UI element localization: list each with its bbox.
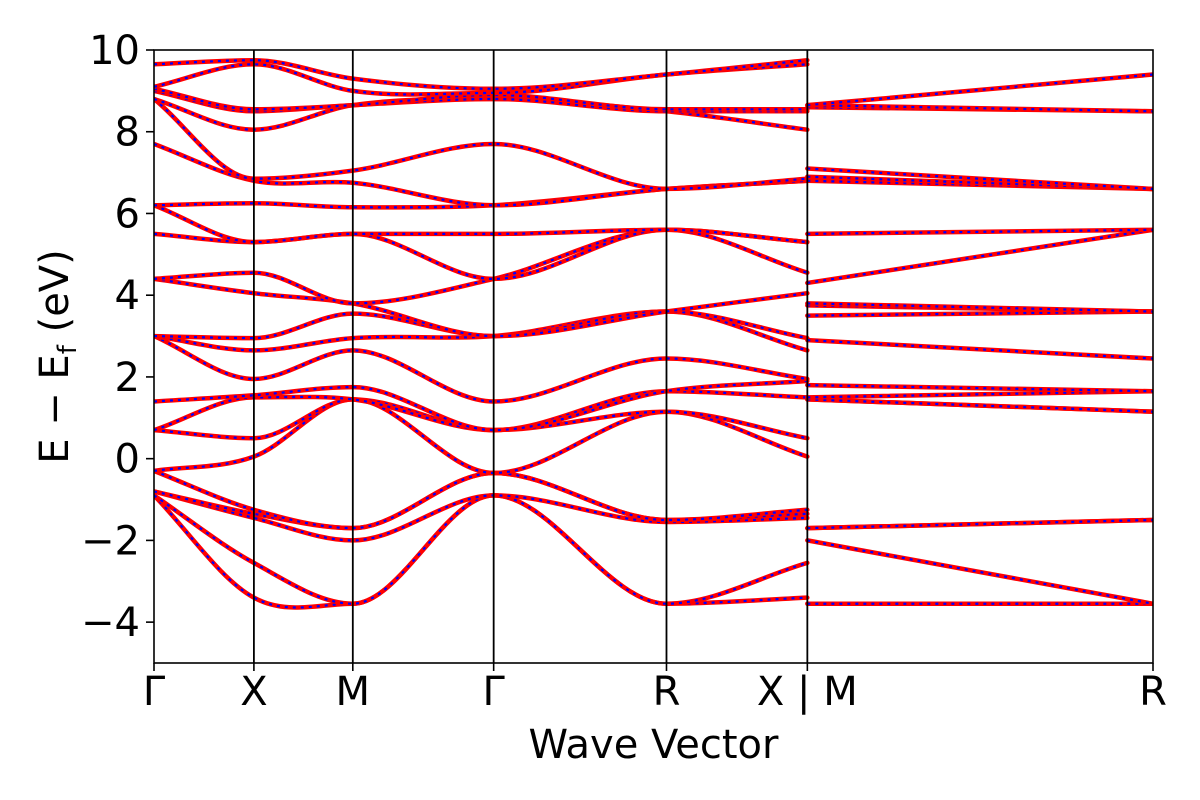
band-line-seg1-8 <box>805 337 1153 361</box>
y-tick-label-7: −4 <box>81 600 140 646</box>
band-line-dashed-seg0-15 <box>154 204 808 244</box>
band-line-dashed-seg0-18 <box>154 98 808 191</box>
x-tick-label-2: M <box>336 669 371 715</box>
band-line-dashed-seg1-18 <box>807 104 1153 113</box>
y-axis-label-unit: (eV) <box>32 249 78 345</box>
y-tick-label-0: 10 <box>89 28 140 74</box>
plot-frame <box>153 49 1154 664</box>
band-line-dashed-seg0-7 <box>154 390 808 432</box>
band-line-seg1-13 <box>805 227 1153 237</box>
band-line-dashed-seg0-5 <box>154 398 808 475</box>
band-line-seg1-5 <box>805 397 1153 414</box>
y-tick-label-5: 0 <box>115 437 140 483</box>
band-line-seg0-17 <box>154 141 810 208</box>
y-tick-label-4: 2 <box>115 355 140 401</box>
band-line-dashed-seg0-21 <box>154 87 808 111</box>
x-axis-ticks: Γ X M Γ R X | M R <box>143 663 1167 715</box>
band-line-dashed-seg0-8 <box>154 379 808 432</box>
band-line-seg1-18 <box>805 102 1153 114</box>
band-line-dashed-seg1-12 <box>807 228 1153 285</box>
x-tick-label-3: Γ <box>483 669 506 715</box>
band-line-dashed-seg1-7 <box>807 384 1153 393</box>
band-line-dashed-seg1-11 <box>807 302 1153 313</box>
x-tick-label-6: R <box>1139 669 1167 715</box>
band-line-dashed-seg0-23 <box>154 59 808 90</box>
high-symmetry-lines <box>252 50 809 663</box>
y-axis-ticks: 10 8 6 4 2 0 −2 −4 <box>81 28 154 646</box>
band-line-seg0-2 <box>154 489 810 543</box>
x-tick-label-1: X <box>240 669 267 715</box>
band-line-dashed-seg1-19 <box>807 73 1153 107</box>
band-line-dashed-seg1-8 <box>807 339 1153 360</box>
band-line-dashed-seg1-16 <box>807 167 1153 191</box>
y-tick-label-3: 4 <box>115 273 140 319</box>
x-tick-label-4: R <box>653 669 681 715</box>
y-tick-label-1: 8 <box>115 110 140 156</box>
band-line-seg0-19 <box>154 96 810 132</box>
band-line-seg0-12 <box>154 276 810 339</box>
x-tick-label-0: Γ <box>143 669 166 715</box>
y-axis-label-main: E − E <box>32 354 78 464</box>
y-tick-label-2: 6 <box>115 191 140 237</box>
band-line-dashed-seg0-9 <box>154 335 808 403</box>
y-axis-label-subscript: f <box>53 344 83 354</box>
band-line-dashed-seg1-5 <box>807 398 1153 413</box>
band-line-dashed-seg1-1 <box>807 539 1153 605</box>
band-line-dashed-seg1-13 <box>807 228 1153 235</box>
band-line-seg1-3 <box>805 517 1153 531</box>
y-axis-label: E − Ef (eV) <box>32 249 83 464</box>
x-axis-label: Wave Vector <box>529 722 780 768</box>
x-tick-label-5: X | M <box>757 669 858 715</box>
band-line-dashed-seg0-4 <box>154 469 808 530</box>
band-line-seg0-8 <box>154 378 810 433</box>
y-tick-label-6: −2 <box>81 518 140 564</box>
band-line-seg1-7 <box>805 382 1153 394</box>
band-line-dashed-seg0-12 <box>154 277 808 338</box>
bands-layer <box>154 57 1153 610</box>
band-line-dashed-seg0-16 <box>154 179 808 209</box>
band-line-dashed-seg0-17 <box>154 142 808 207</box>
band-line-seg1-19 <box>805 72 1153 108</box>
band-line-dashed-seg1-3 <box>807 518 1153 530</box>
